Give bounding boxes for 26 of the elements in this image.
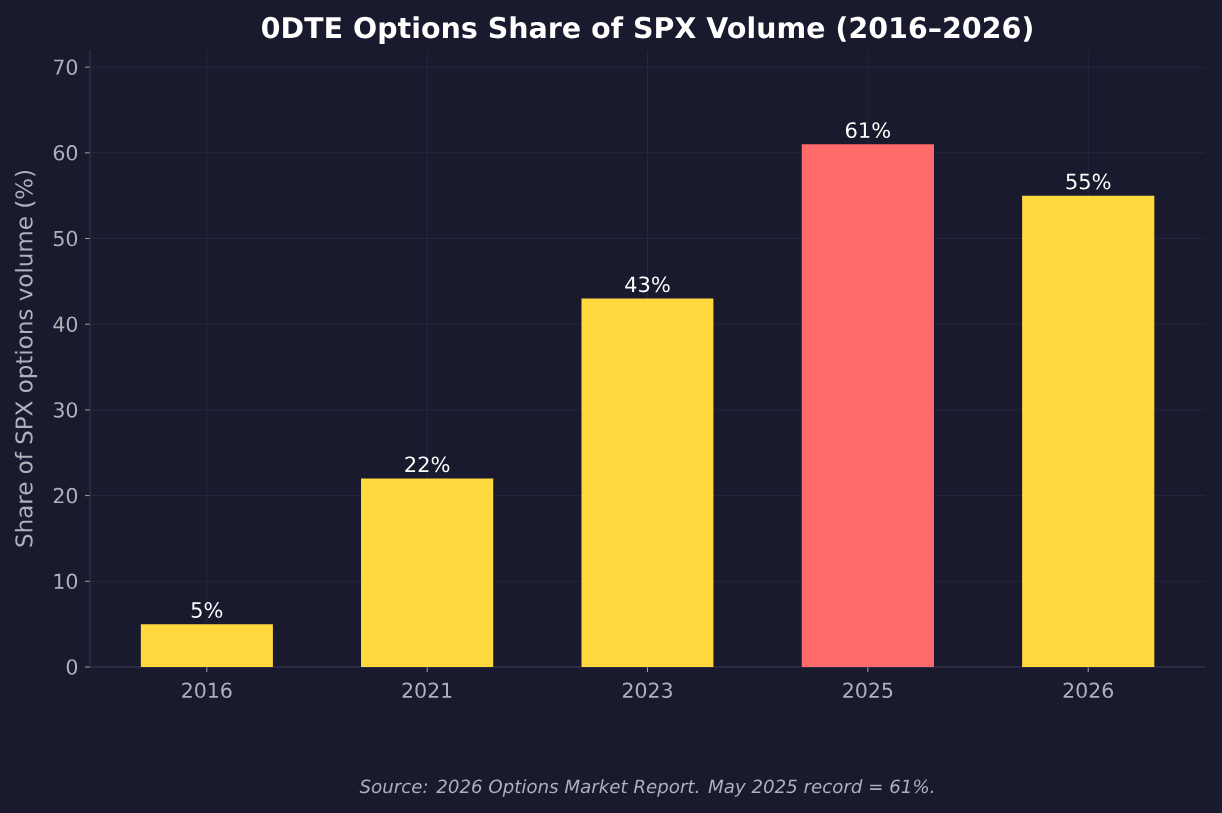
y-tick-label: 30 [53,402,78,418]
bar [140,624,273,667]
x-tick-label: 2026 [1063,682,1113,699]
chart-title: 0DTE Options Share of SPX Volume (2016–2026) [262,16,1032,44]
x-tick-label: 2021 [402,682,452,699]
data-label: 61% [845,122,891,139]
y-tick-label: 70 [54,59,78,75]
y-tick-label: 0 [66,659,78,675]
y-tick-label: 50 [53,230,78,247]
bar [1022,195,1155,667]
y-tick-label: 40 [53,316,78,332]
bar [581,298,714,667]
bar [801,144,934,667]
x-tick-label: 2016 [182,682,232,699]
y-tick-label: 20 [53,487,78,504]
y-tick-label: 10 [54,573,78,590]
data-label: 22% [405,456,450,473]
data-label: 55% [1066,173,1111,190]
data-label: 43% [625,276,670,293]
y-axis-title: Share of SPX options volume (%) [14,170,38,547]
source-note: Source: 2026 Options Market Report. May 2025 record = 61%. [359,779,934,797]
x-tick-label: 2023 [622,682,672,699]
data-label: 5% [191,602,223,618]
x-tick-label: 2025 [843,682,893,699]
y-tick-label: 60 [53,145,78,161]
bar [361,478,494,667]
